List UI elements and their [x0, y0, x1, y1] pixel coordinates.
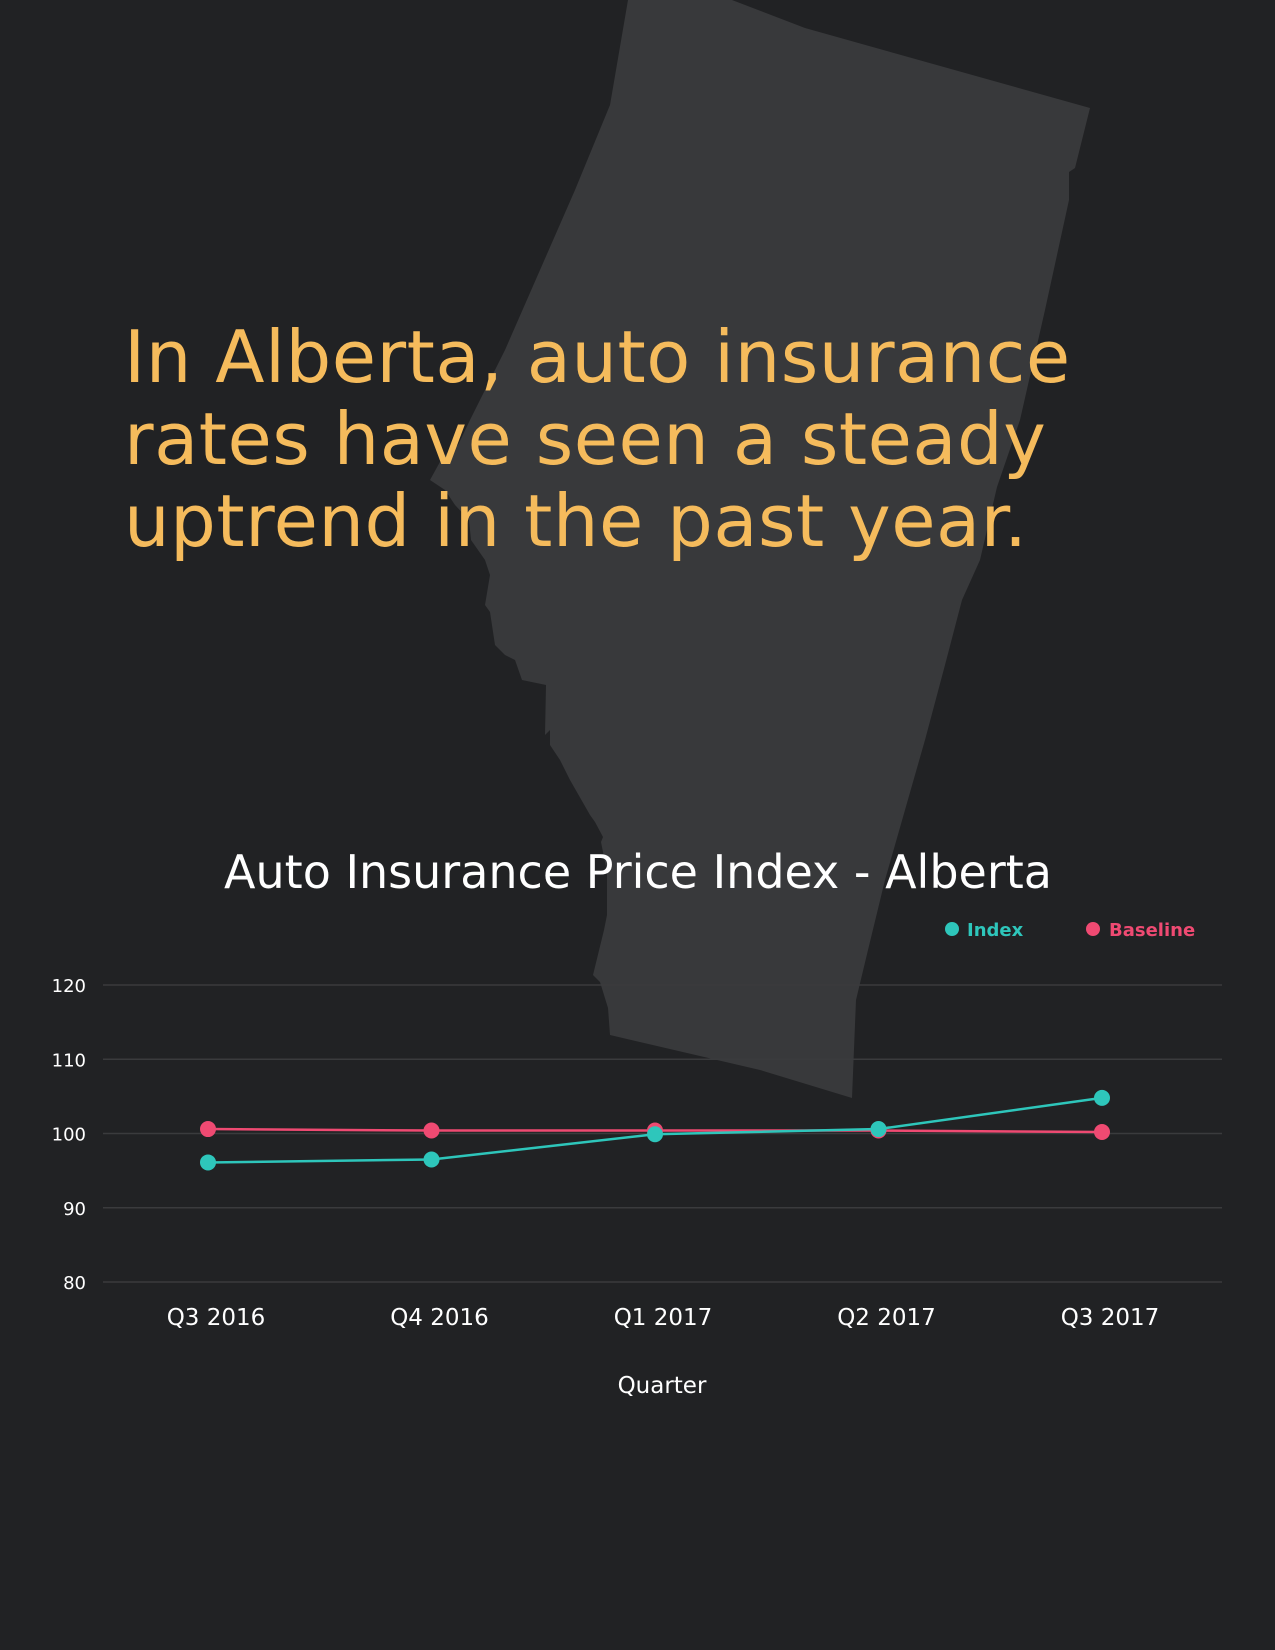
index-point	[870, 1121, 887, 1138]
y-tick-label: 80	[63, 1273, 86, 1294]
x-tick-label: Q3 2017	[1061, 1305, 1160, 1331]
y-tick-label: 110	[52, 1050, 86, 1071]
index-point	[1094, 1089, 1110, 1106]
headline-line-3: uptrend in the past year.	[124, 479, 1028, 563]
legend-baseline-label: Baseline	[1109, 920, 1195, 941]
headline-line-1: In Alberta, auto insurance	[124, 315, 1071, 399]
chart-title: Auto Insurance Price Index - Alberta	[224, 845, 1052, 899]
index-point	[647, 1126, 663, 1143]
baseline-point	[423, 1122, 440, 1139]
legend-baseline-marker	[1086, 922, 1100, 936]
chart-legend: Index Baseline	[945, 920, 1195, 941]
baseline-point	[1094, 1124, 1110, 1141]
x-tick-label: Q1 2017	[614, 1305, 713, 1331]
x-tick-label: Q2 2017	[837, 1305, 936, 1331]
baseline-point	[200, 1121, 216, 1138]
x-tick-label: Q4 2016	[390, 1305, 489, 1331]
headline-line-2: rates have seen a steady	[124, 397, 1047, 481]
index-point	[423, 1151, 440, 1168]
x-axis-label: Quarter	[618, 1373, 707, 1399]
y-tick-label: 100	[52, 1125, 86, 1146]
x-tick-label: Q3 2016	[167, 1305, 266, 1331]
plot-area: 120 110 100 90 80 Q3 2016 Q4 2016 Q1 2017 Q2 201…	[52, 976, 1222, 1331]
index-point	[200, 1154, 216, 1171]
legend-index-label: Index	[967, 920, 1024, 941]
headline: In Alberta, auto insurance rates have se…	[124, 316, 1184, 562]
legend-index-marker	[945, 922, 959, 936]
y-tick-label: 120	[52, 976, 86, 997]
y-tick-label: 90	[63, 1199, 86, 1220]
